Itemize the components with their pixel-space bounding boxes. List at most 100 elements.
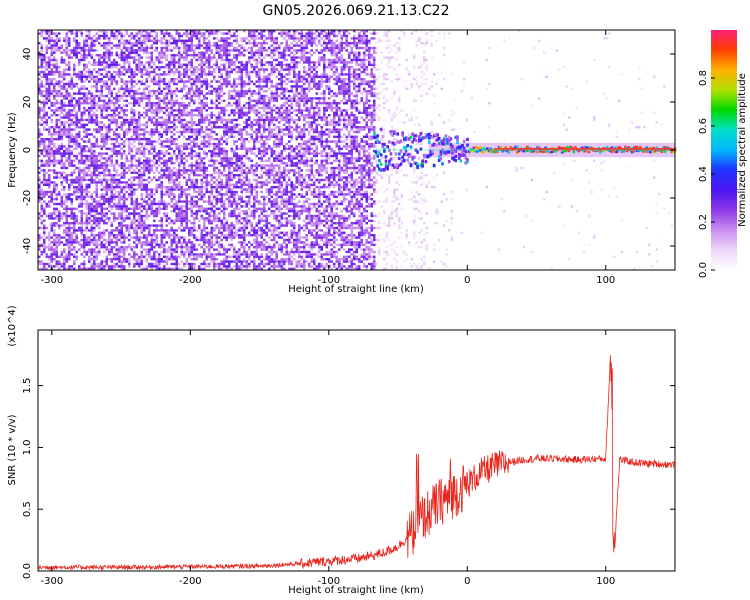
heatmap-cell <box>168 138 171 141</box>
heatmap-cell <box>173 171 176 174</box>
heatmap-cell <box>150 135 153 138</box>
heatmap-cell <box>165 32 168 35</box>
heatmap-cell <box>210 80 213 83</box>
heatmap-cell <box>38 200 41 203</box>
heatmap-cell <box>75 176 78 179</box>
heatmap-cell <box>73 109 76 112</box>
heatmap-cell <box>220 162 223 165</box>
heatmap-cell <box>130 51 133 54</box>
heatmap-cell <box>70 49 73 52</box>
heatmap-cell <box>175 243 178 246</box>
heatmap-cell <box>63 58 66 62</box>
heatmap-cell <box>210 176 213 179</box>
heatmap-cell <box>143 51 146 54</box>
heatmap-cell <box>83 109 86 112</box>
heatmap-cell <box>215 171 218 174</box>
heatmap-cell <box>150 241 153 244</box>
heatmap-cell <box>58 224 61 227</box>
heatmap-cell <box>90 238 93 242</box>
heatmap-cell <box>198 243 201 246</box>
heatmap-cell <box>208 128 211 131</box>
heatmap-cell <box>135 224 138 227</box>
heatmap-cell <box>205 49 208 52</box>
heatmap-cell <box>83 154 86 158</box>
heatmap-cell <box>113 262 116 266</box>
heatmap-cell <box>178 61 181 64</box>
heatmap-cell <box>60 80 63 83</box>
heatmap-cell <box>70 181 73 184</box>
heatmap-cell <box>100 104 103 107</box>
heatmap-cell <box>108 253 111 256</box>
heatmap-cell <box>215 116 218 119</box>
heatmap-cell <box>110 248 113 251</box>
heatmap-cell <box>133 114 136 117</box>
heatmap-cell <box>65 198 68 201</box>
heatmap-cell <box>173 70 176 74</box>
heatmap-cell <box>100 126 103 129</box>
heatmap-cell <box>95 234 98 237</box>
heatmap-cell <box>173 255 176 258</box>
heatmap-cell <box>205 255 208 258</box>
heatmap-cell <box>88 49 91 52</box>
heatmap-cell <box>215 121 218 124</box>
heatmap-cell <box>120 188 123 191</box>
heatmap-cell <box>108 174 111 177</box>
heatmap-cell <box>110 224 113 227</box>
heatmap-cell <box>138 186 141 189</box>
heatmap-cell <box>55 133 58 136</box>
heatmap-cell <box>158 164 161 167</box>
heatmap-cell <box>215 142 218 146</box>
heatmap-cell <box>135 39 138 42</box>
heatmap-cell <box>225 154 228 158</box>
heatmap-cell <box>138 217 141 220</box>
heatmap-cell <box>213 123 216 126</box>
heatmap-cell <box>80 200 83 203</box>
heatmap-cell <box>123 231 126 234</box>
heatmap-cell <box>170 68 173 71</box>
heatmap-cell <box>98 243 101 246</box>
heatmap-cell <box>205 152 208 155</box>
heatmap-cell <box>93 78 96 81</box>
heatmap-cell <box>170 243 173 246</box>
heatmap-cell <box>168 258 171 261</box>
heatmap-cell <box>50 198 53 201</box>
heatmap-cell <box>223 150 226 153</box>
heatmap-cell <box>190 200 193 203</box>
heatmap-cell <box>145 162 148 165</box>
heatmap-cell <box>158 159 161 162</box>
heatmap-cell <box>75 116 78 119</box>
heatmap-cell <box>140 250 143 254</box>
heatmap-cell <box>110 234 113 237</box>
heatmap-cell <box>105 260 108 263</box>
heatmap-cell <box>63 166 66 170</box>
heatmap-cell <box>105 116 108 119</box>
heatmap-cell <box>38 255 41 258</box>
heatmap-cell <box>108 147 111 150</box>
heatmap-cell <box>225 80 228 83</box>
heatmap-cell <box>138 104 141 107</box>
heatmap-cell <box>70 193 73 196</box>
heatmap-cell <box>45 90 48 93</box>
heatmap-cell <box>88 267 91 270</box>
heatmap-cell <box>75 133 78 136</box>
heatmap-cell <box>153 258 156 261</box>
heatmap-cell <box>45 236 48 239</box>
heatmap-cell <box>48 234 51 237</box>
heatmap-cell <box>115 183 118 186</box>
heatmap-cell <box>93 169 96 172</box>
heatmap-cell <box>65 229 68 232</box>
heatmap-cell <box>233 102 236 105</box>
heatmap-cell <box>170 241 173 244</box>
heatmap-cell <box>220 73 223 76</box>
heatmap-cell <box>185 178 188 182</box>
heatmap-cell <box>43 246 46 249</box>
heatmap-cell <box>53 198 56 201</box>
heatmap-cell <box>225 188 228 191</box>
heatmap-cell <box>135 135 138 138</box>
heatmap-cell <box>205 61 208 64</box>
heatmap-cell <box>150 78 153 81</box>
heatmap-cell <box>213 145 216 148</box>
heatmap-cell <box>188 32 191 35</box>
heatmap-cell <box>103 202 106 206</box>
heatmap-cell <box>88 258 91 261</box>
